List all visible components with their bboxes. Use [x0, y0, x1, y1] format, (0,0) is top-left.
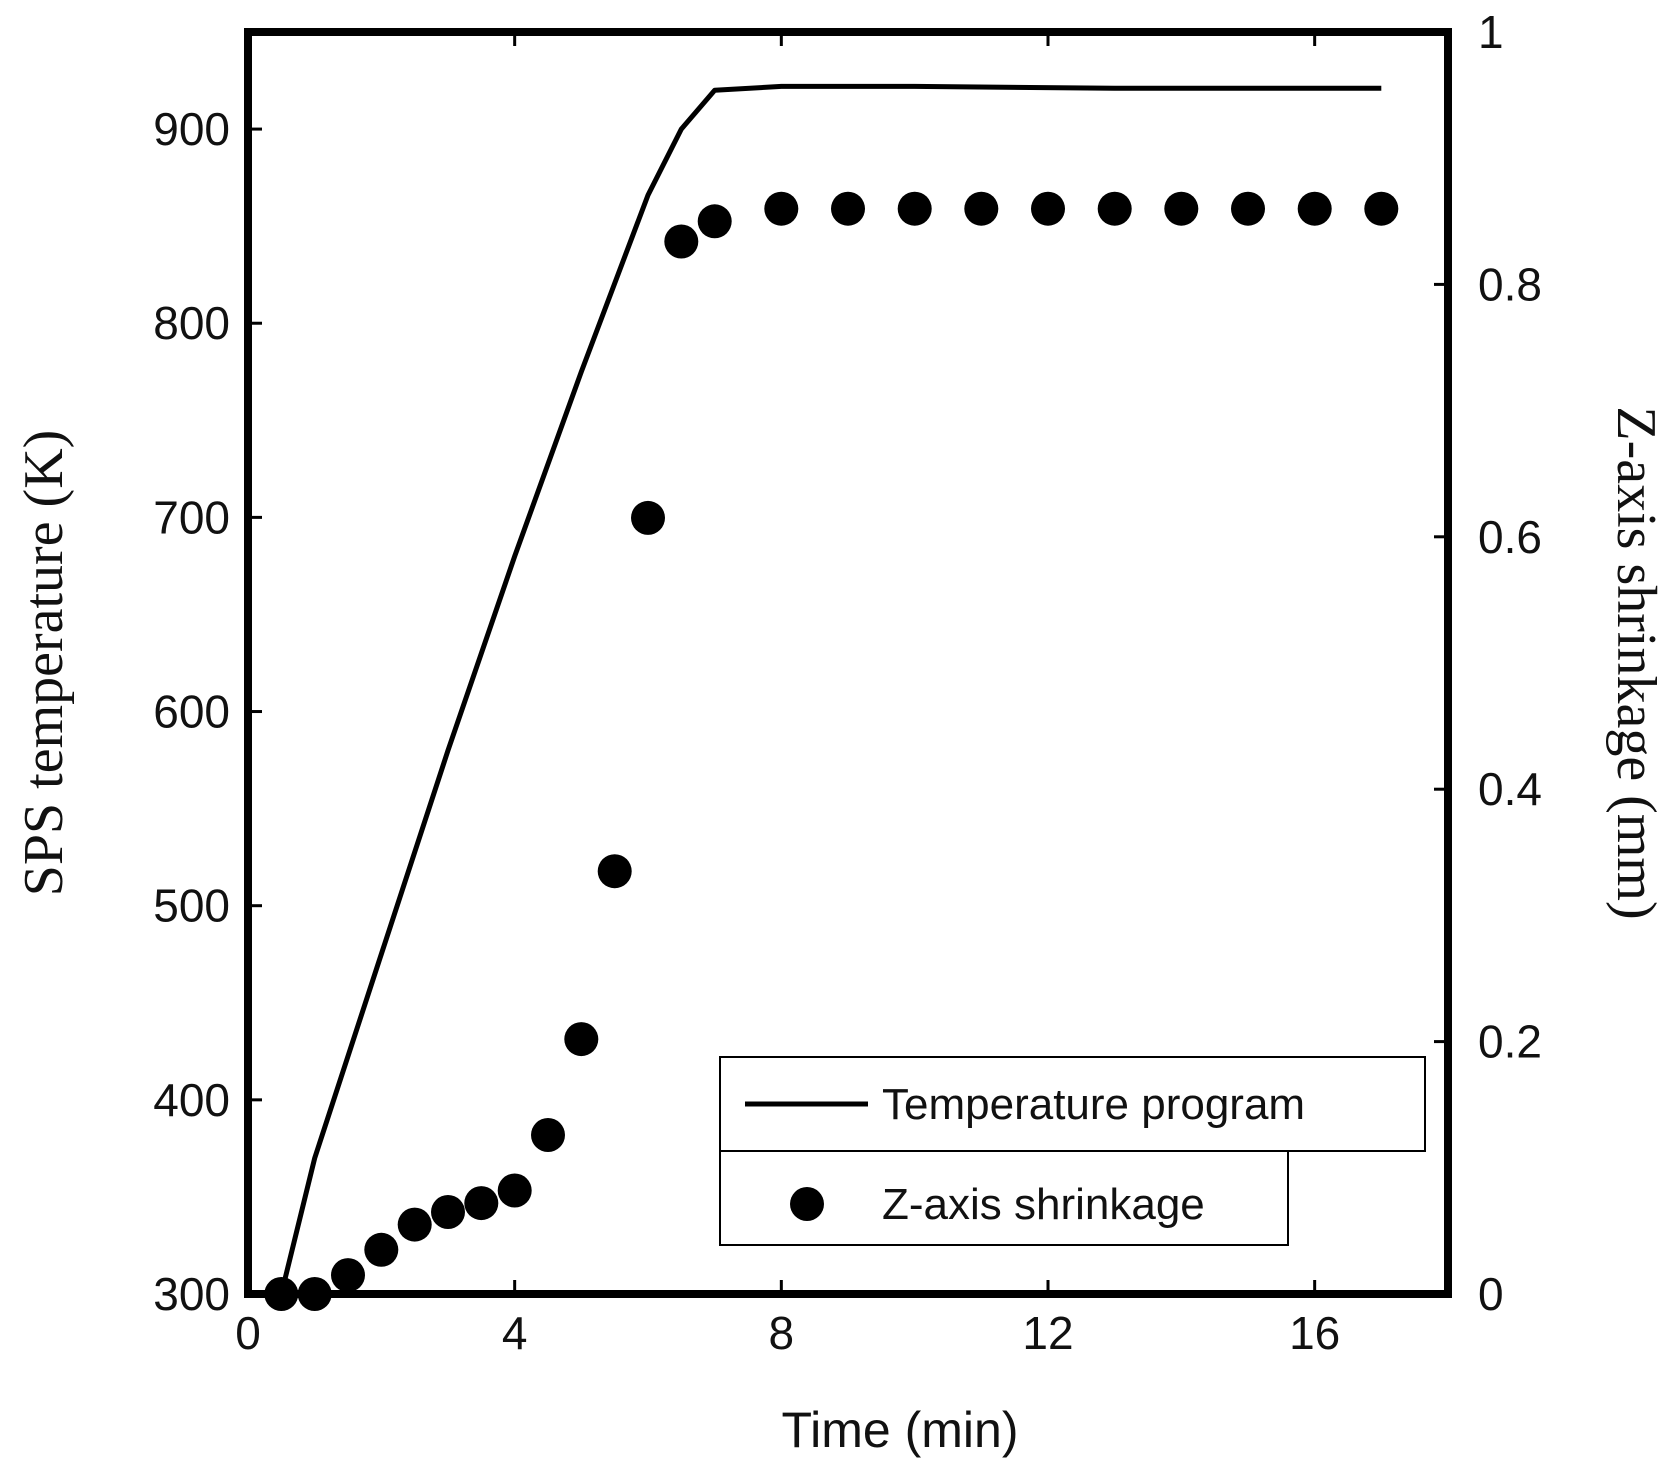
y-left-tick-label: 900	[153, 103, 230, 155]
y-right-tick-label: 0	[1478, 1268, 1504, 1320]
x-tick-label: 4	[502, 1307, 528, 1359]
x-tick-label: 0	[235, 1307, 261, 1359]
shrinkage-point	[564, 1022, 599, 1057]
shrinkage-point	[431, 1195, 465, 1229]
y-axis-left-title: SPS temperature (K)	[13, 430, 75, 897]
shrinkage-point	[264, 1277, 299, 1311]
shrinkage-point	[597, 854, 632, 889]
y-right-tick-label: 0.6	[1478, 511, 1542, 563]
shrinkage-markers	[264, 191, 1399, 1311]
tick-labels: 0 4 8 12 16 300 400 500 600 700 800 900 0 0.2 0.4 0.6 0.…	[153, 6, 1542, 1359]
y-right-tick-label: 0.4	[1478, 763, 1542, 815]
shrinkage-point	[1031, 191, 1065, 226]
shrinkage-point	[631, 500, 665, 535]
y-left-tick-label: 300	[153, 1268, 230, 1320]
y-right-tick-label: 0.8	[1478, 258, 1542, 310]
shrinkage-point	[831, 191, 865, 226]
shrinkage-point	[1164, 191, 1199, 226]
shrinkage-point	[331, 1258, 365, 1293]
y-left-tick-label: 800	[153, 297, 230, 349]
legend-marker-swatch	[790, 1187, 824, 1221]
shrinkage-point	[764, 191, 799, 226]
shrinkage-point	[1364, 191, 1399, 226]
x-axis-title: Time (min)	[781, 1402, 1018, 1458]
y-left-tick-label: 600	[153, 686, 230, 738]
legend: Temperature program Z-axis shrinkage	[719, 1056, 1426, 1246]
shrinkage-point	[397, 1207, 432, 1242]
shrinkage-point	[697, 204, 732, 239]
y-right-tick-label: 1	[1478, 6, 1504, 58]
shrinkage-point	[964, 191, 999, 226]
shrinkage-point	[897, 191, 932, 226]
y-left-tick-label: 700	[153, 491, 230, 543]
plot-area	[244, 28, 1452, 1298]
shrinkage-point	[531, 1118, 565, 1152]
y-left-tick-label: 400	[153, 1074, 230, 1126]
shrinkage-point	[1231, 191, 1265, 226]
y-right-tick-label: 0.2	[1478, 1016, 1542, 1068]
legend-label-shrinkage: Z-axis shrinkage	[882, 1180, 1205, 1229]
shrinkage-point	[1297, 191, 1332, 226]
ticks	[246, 30, 1448, 1296]
y-axis-right-title: Z-axis shrinkage (mm)	[1605, 406, 1667, 919]
x-tick-label: 8	[769, 1307, 795, 1359]
shrinkage-point	[1097, 191, 1132, 226]
shrinkage-point	[464, 1186, 499, 1221]
y-left-tick-label: 500	[153, 880, 230, 932]
shrinkage-point	[497, 1173, 532, 1208]
shrinkage-point	[664, 224, 699, 259]
x-tick-label: 12	[1022, 1307, 1073, 1359]
shrinkage-point	[297, 1277, 332, 1311]
legend-label-temperature: Temperature program	[882, 1080, 1305, 1129]
shrinkage-point	[364, 1232, 399, 1267]
x-tick-label: 16	[1289, 1307, 1340, 1359]
temperature-program-line	[278, 83, 1382, 1295]
